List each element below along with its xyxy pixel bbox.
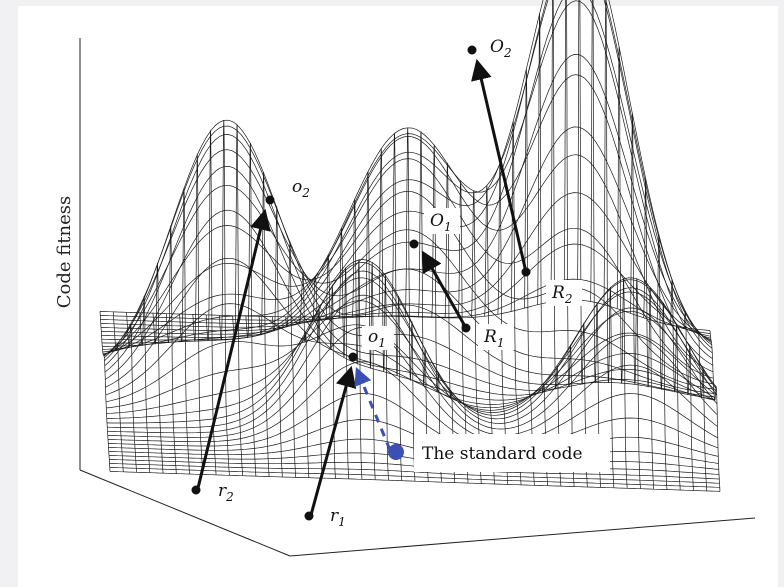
surface-mesh <box>99 0 721 492</box>
mesh-line-column <box>338 228 350 479</box>
svg-text:r2: r2 <box>218 481 234 504</box>
svg-text:o1: o1 <box>368 327 386 350</box>
svg-text:R2: R2 <box>551 283 572 306</box>
mesh-line-column <box>139 295 151 473</box>
mesh-line-column <box>179 187 190 475</box>
standard-code-label-box: The standard code <box>414 434 610 472</box>
arrow-r2-to-o2 <box>196 208 271 489</box>
mesh-line-column <box>417 130 429 482</box>
point-o2 <box>265 195 275 205</box>
mesh-line-column <box>311 275 323 479</box>
mesh-line-column <box>192 154 204 475</box>
mesh-line-column <box>112 311 124 472</box>
mesh-line-column <box>99 311 111 472</box>
mesh-line-column <box>205 129 217 475</box>
y-axis-label: Code fitness <box>54 196 75 308</box>
mesh-line-column <box>683 310 694 491</box>
standard-code-marker <box>388 444 404 460</box>
mesh-line-column <box>378 148 389 481</box>
mesh-line-column <box>126 312 137 473</box>
label-o1: o1 <box>362 326 394 350</box>
mesh-line-column <box>152 263 164 474</box>
arrow-r1-to-o1 <box>309 365 357 516</box>
mesh-line-column <box>245 142 257 477</box>
svg-text:R1: R1 <box>483 327 504 350</box>
point-r2 <box>191 485 201 495</box>
point-O2 <box>467 45 477 55</box>
arrow-R2-to-O2 <box>471 58 528 273</box>
mesh-line-column <box>696 329 708 491</box>
svg-text:O2: O2 <box>490 37 512 60</box>
mesh-line-column <box>272 205 283 478</box>
label-O1: O1 <box>424 208 460 234</box>
label-R2: R2 <box>546 280 582 306</box>
label-r2: r2 <box>212 478 244 504</box>
label-r1: r1 <box>324 503 356 529</box>
arrow-R1-to-O1 <box>421 250 468 329</box>
mesh-line-column <box>391 133 403 481</box>
svg-text:O1: O1 <box>430 211 452 234</box>
mesh-line-column <box>643 178 655 490</box>
depth-axis-line <box>79 469 291 557</box>
mesh-line-column <box>165 225 177 474</box>
svg-text:o2: o2 <box>292 177 310 200</box>
x-axis-line <box>289 517 756 557</box>
mesh-line-column <box>603 0 615 488</box>
point-R2 <box>521 267 531 277</box>
mesh-line-column <box>404 127 416 482</box>
mesh-line-column <box>325 254 336 479</box>
point-r1 <box>304 511 314 521</box>
label-o2: o2 <box>292 177 310 200</box>
figure-panel <box>18 6 778 587</box>
mesh-line-column <box>656 234 668 490</box>
mesh-line-column <box>616 47 628 489</box>
point-R1 <box>461 323 471 333</box>
point-O1 <box>409 239 419 249</box>
label-R1: R1 <box>478 324 514 350</box>
svg-text:r1: r1 <box>330 506 346 529</box>
mesh-line-column <box>709 330 721 492</box>
mesh-line-column <box>218 120 230 476</box>
mesh-line-column <box>630 113 641 489</box>
mesh-line-column <box>669 279 681 491</box>
standard-code-label: The standard code <box>422 444 583 464</box>
mesh-line-column <box>285 241 297 478</box>
mesh-line-column <box>351 199 363 480</box>
label-O2: O2 <box>490 37 512 60</box>
point-o1 <box>348 352 358 362</box>
mesh-line-column <box>298 269 310 478</box>
mesh-line-column <box>364 171 376 480</box>
